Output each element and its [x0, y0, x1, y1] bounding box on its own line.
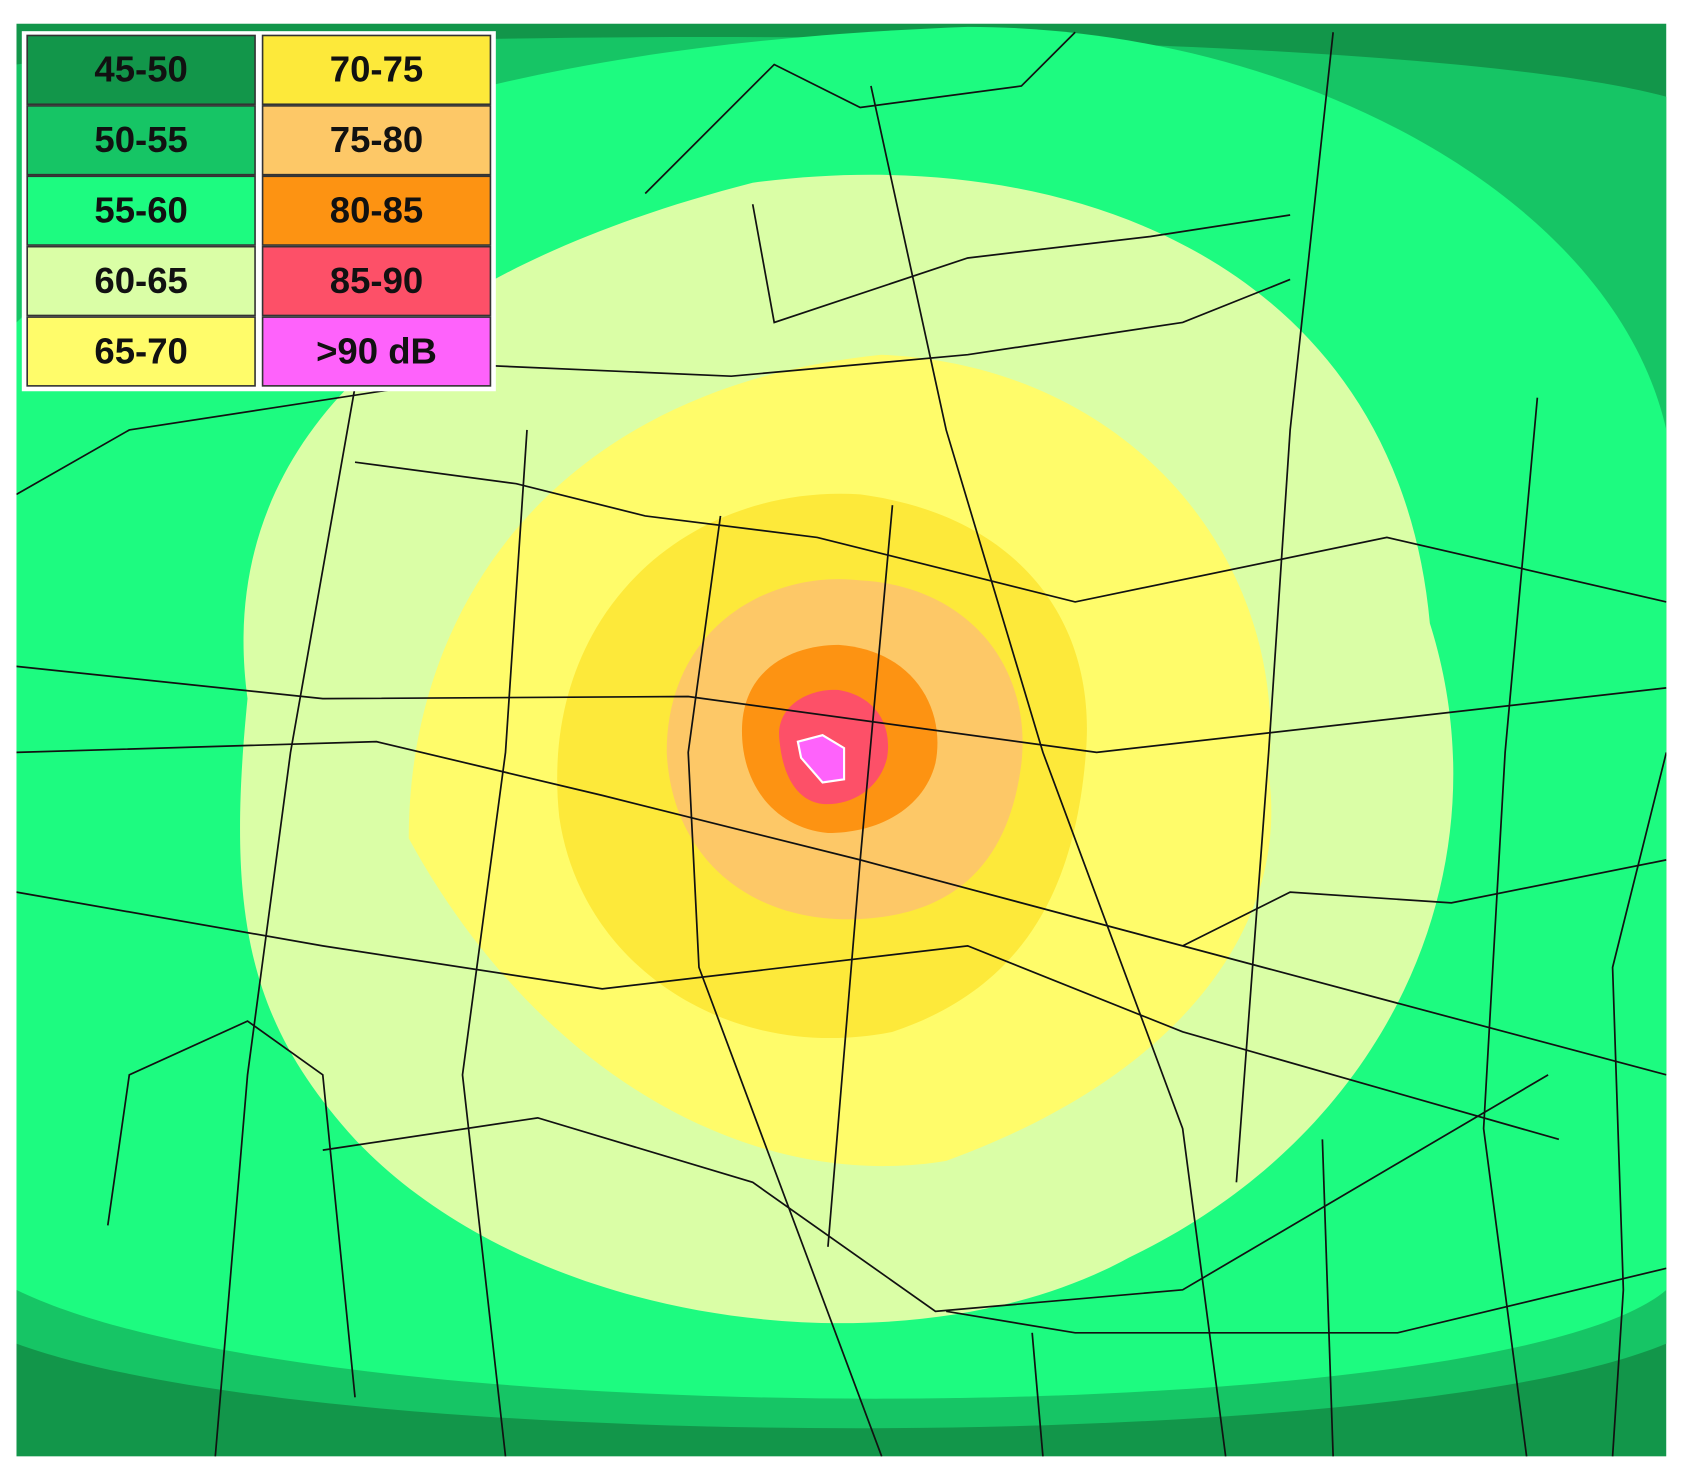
street [751, 204, 1291, 324]
legend-label: 85-90 [330, 260, 423, 301]
legend-label: 80-85 [330, 189, 423, 230]
legend-label: 75-80 [330, 119, 423, 160]
legend-swatch [261, 316, 492, 387]
legend-swatch [261, 245, 492, 317]
legend-swatch [26, 105, 256, 176]
street [16, 740, 1667, 1076]
legend-swatch [26, 34, 256, 106]
legend: 45-50 50-55 55-60 60-65 65-70 70-75 75-80 80-85… [21, 31, 496, 392]
legend-swatch [26, 175, 256, 246]
street [946, 1267, 1667, 1334]
street [1235, 32, 1334, 1183]
legend-swatch [261, 34, 492, 106]
street [16, 386, 409, 496]
legend-cells: 45-50 50-55 55-60 60-65 65-70 70-75 75-80 80-85… [26, 34, 492, 387]
legend-swatch [261, 105, 492, 176]
street [322, 1074, 1549, 1313]
street [1182, 859, 1667, 947]
street [106, 1020, 356, 1398]
street [644, 31, 1076, 195]
street [1482, 397, 1539, 1457]
legend-swatch [26, 316, 256, 387]
legend-label: 50-55 [94, 119, 187, 160]
street [687, 515, 883, 1457]
noise-zone [796, 734, 846, 784]
legend-swatch [26, 245, 256, 317]
street [1031, 1332, 1044, 1457]
street [461, 429, 528, 1457]
legend-label: 60-65 [94, 260, 187, 301]
street [827, 505, 894, 1247]
street [483, 278, 1291, 378]
legend-label: 70-75 [330, 49, 423, 90]
street [1611, 752, 1667, 1457]
street [214, 386, 356, 1457]
legend-swatch [261, 175, 492, 246]
legend-label: 45-50 [94, 49, 187, 90]
legend-label: 55-60 [94, 189, 187, 230]
street [1321, 1139, 1334, 1457]
street [16, 665, 1667, 754]
legend-label: >90 dB [316, 330, 437, 371]
street [870, 85, 1227, 1457]
street-network [16, 31, 1667, 1457]
legend-label: 65-70 [94, 330, 187, 371]
street [354, 461, 1667, 603]
street [16, 891, 1560, 1141]
